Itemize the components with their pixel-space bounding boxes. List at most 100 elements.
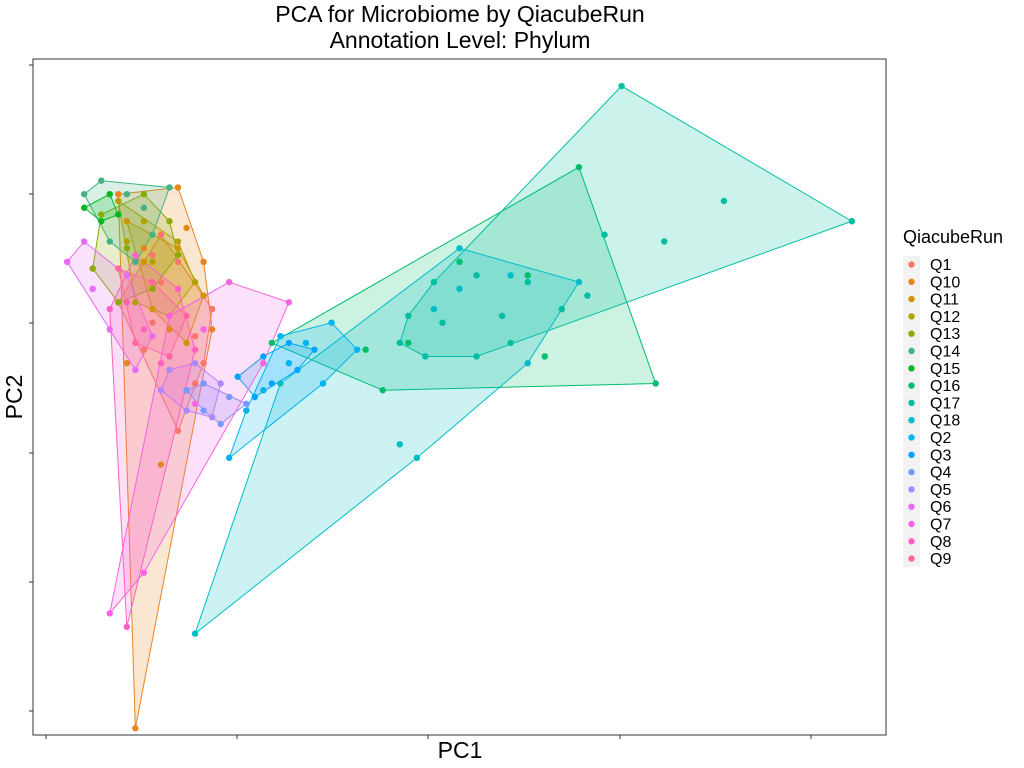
point-q15-1 (106, 191, 113, 198)
legend-label-q13: Q13 (930, 326, 960, 343)
plot-panel-border (32, 58, 887, 736)
point-q4-1 (225, 393, 233, 401)
hull-q8 (109, 254, 196, 627)
point-q2-4 (225, 454, 233, 462)
legend-label-q1: Q1 (930, 257, 951, 274)
point-q1-2 (174, 258, 182, 265)
legend-label-q17: Q17 (930, 395, 960, 412)
point-q5-2 (217, 380, 224, 387)
legend-label-q3: Q3 (930, 447, 951, 464)
point-q10-3 (200, 258, 207, 265)
point-q8-5 (157, 360, 165, 367)
legend-key-q4 (908, 468, 915, 476)
point-q9-2 (183, 312, 190, 320)
point-q3-0 (311, 346, 318, 353)
legend-key-q15 (908, 365, 915, 372)
chart-title-line2: Annotation Level: Phylum (330, 27, 591, 53)
legend-key-q8 (908, 538, 915, 545)
legend-key-q11 (908, 295, 915, 303)
point-q3-3 (251, 393, 258, 401)
point-q18-3 (456, 245, 463, 252)
point-q1-12 (200, 360, 207, 367)
legend-key-q5 (908, 486, 915, 493)
point-q1-11 (149, 319, 156, 326)
point-q18-6 (456, 285, 463, 293)
point-q16-0 (268, 339, 276, 347)
point-q6-0 (63, 258, 71, 265)
point-q5-1 (191, 360, 199, 367)
hull-q9 (117, 267, 188, 358)
hull-q6 (66, 240, 153, 371)
point-q15-2 (115, 211, 122, 218)
legend-label-q11: Q11 (930, 292, 959, 309)
point-q9-0 (115, 265, 122, 272)
point-q17-4 (601, 231, 608, 238)
point-q17-3 (661, 238, 668, 245)
hull-q17 (399, 85, 854, 357)
point-q10-5 (157, 461, 165, 468)
point-q13-6 (89, 265, 96, 272)
legend-key-q16 (908, 382, 915, 389)
point-q1-3 (208, 305, 216, 313)
point-q13-4 (149, 285, 156, 293)
point-q10-10 (140, 245, 148, 252)
point-q7-2 (260, 360, 267, 367)
point-q7-0 (225, 278, 233, 286)
point-q17-9 (558, 305, 566, 313)
hull-layer (66, 85, 854, 729)
point-q16-3 (379, 387, 386, 394)
point-q16-7 (456, 258, 463, 265)
point-q2-8 (277, 332, 284, 340)
legend-key-q2 (908, 434, 915, 441)
point-q8-4 (123, 623, 131, 631)
point-q2-5 (243, 407, 250, 414)
point-q13-1 (140, 191, 148, 198)
legend-key-q3 (908, 451, 915, 458)
point-q14-6 (106, 238, 113, 245)
point-q13-7 (123, 245, 131, 252)
point-q16-1 (575, 163, 583, 171)
point-q17-15 (405, 312, 412, 320)
point-q8-0 (106, 305, 113, 313)
legend-label-q4: Q4 (930, 465, 951, 482)
point-q14-5 (132, 258, 139, 265)
point-q2-3 (260, 387, 267, 394)
legend-key-q7 (908, 520, 915, 528)
point-q15-3 (98, 218, 105, 225)
point-q17-0 (618, 82, 625, 90)
hull-q1 (117, 233, 213, 433)
legend-label-q9: Q9 (930, 551, 951, 568)
point-q7-1 (285, 299, 293, 306)
point-q9-1 (149, 278, 156, 286)
point-q3-1 (294, 366, 301, 374)
point-q3-2 (268, 380, 276, 387)
x-axis-title: PC1 (438, 737, 483, 763)
point-q4-2 (243, 400, 250, 407)
point-q11-3 (183, 339, 190, 347)
point-q12-1 (140, 218, 148, 225)
legend-label-q7: Q7 (930, 517, 951, 534)
point-q10-0 (115, 191, 122, 198)
point-q17-16 (498, 312, 506, 320)
point-q10-9 (166, 326, 173, 333)
point-q14-7 (166, 184, 173, 191)
legend-key-q10 (908, 278, 915, 285)
point-q12-5 (132, 299, 139, 306)
legend: QiacubeRun Q1Q10Q11Q12Q13Q14Q15Q16Q17Q18… (903, 227, 1003, 568)
point-q6-2 (123, 272, 131, 279)
point-q1-0 (149, 251, 156, 259)
point-q13-0 (98, 211, 105, 218)
point-q16-6 (541, 353, 548, 360)
point-q18-2 (575, 278, 583, 286)
point-q6-1 (80, 238, 88, 245)
point-q12-7 (123, 238, 131, 245)
point-q1-8 (157, 278, 165, 286)
point-q4-3 (217, 420, 224, 428)
point-q17-10 (507, 339, 514, 347)
legend-label-q18: Q18 (930, 413, 960, 430)
point-q2-0 (328, 319, 335, 326)
legend-key-q6 (908, 503, 915, 510)
point-q7-5 (106, 610, 113, 617)
point-q6-5 (106, 326, 113, 333)
